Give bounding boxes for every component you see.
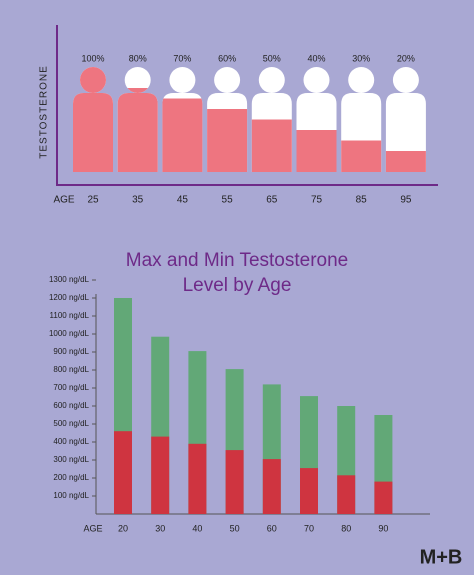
value-label: 70%: [173, 53, 191, 63]
x-tick-label: 95: [400, 195, 412, 206]
figure-head: [258, 67, 285, 93]
x-tick-label: 40: [192, 523, 202, 533]
y-tick-label: 1100 ng/dL: [50, 311, 90, 320]
y-tick-label: 900 ng/dL: [53, 347, 89, 356]
figure-fill: [117, 88, 158, 172]
value-label: 100%: [81, 53, 104, 63]
y-tick-label: 200 ng/dL: [53, 473, 89, 482]
x-tick-label: 20: [118, 523, 128, 533]
figure-fill: [207, 109, 248, 172]
brand-logo: M+B: [420, 546, 463, 568]
y-tick-label: 500 ng/dL: [53, 419, 89, 428]
y-tick-label: 600 ng/dL: [53, 401, 89, 410]
x-tick-label: 55: [222, 195, 234, 206]
value-label: 50%: [263, 53, 281, 63]
x-tick-label: 50: [230, 523, 240, 533]
figure-fill: [296, 130, 337, 172]
value-label: 40%: [307, 53, 325, 63]
value-label: 20%: [397, 53, 415, 63]
bar: [151, 436, 170, 514]
x-tick-label: 60: [267, 523, 277, 533]
x-tick-label: 65: [266, 195, 278, 206]
x-tick-label: 70: [304, 523, 314, 533]
y-tick-label: 400 ng/dL: [53, 437, 89, 446]
figure-fill: [73, 67, 113, 172]
figure-fill: [162, 98, 203, 172]
y-tick-label: 1300 ng/dL: [49, 275, 90, 284]
x-tick-label: 75: [311, 195, 323, 206]
y-tick-label: 1000 ng/dL: [49, 329, 90, 338]
x-tick-label: 80: [341, 523, 351, 533]
figure-fill: [251, 119, 292, 172]
figure-head: [348, 67, 375, 93]
y-tick-label: 700 ng/dL: [53, 383, 89, 392]
chart-title: Max and Min Testosterone Level by Age: [125, 250, 349, 296]
y-tick-label: 800 ng/dL: [53, 365, 89, 374]
value-label: 80%: [129, 53, 147, 63]
figure-head: [303, 67, 330, 93]
x-tick-label: 90: [378, 523, 388, 533]
x-tick-label: 85: [356, 195, 368, 206]
y-tick-label: 1200 ng/dL: [49, 293, 90, 302]
bar: [300, 468, 318, 514]
x-tick-label: 25: [87, 195, 99, 206]
bar: [337, 475, 356, 514]
y-tick-label: 300 ng/dL: [53, 455, 89, 464]
x-tick-label: 30: [155, 523, 165, 533]
figure-head: [214, 67, 241, 93]
value-label: 30%: [352, 53, 370, 63]
x-tick-label: 45: [177, 195, 189, 206]
x-axis-label: AGE: [83, 523, 102, 533]
value-label: 60%: [218, 53, 236, 63]
figure-head: [124, 67, 151, 93]
bar: [225, 450, 244, 514]
x-tick-label: 35: [132, 195, 144, 206]
y-tick-label: 100 ng/dL: [53, 491, 89, 500]
bar: [114, 431, 132, 514]
bar: [188, 443, 207, 514]
figure-fill: [385, 151, 426, 172]
bar: [262, 459, 281, 514]
figure-head: [392, 67, 419, 93]
figure-fill: [341, 140, 382, 172]
figure-head: [169, 67, 196, 93]
x-axis-label: AGE: [53, 195, 74, 206]
bar: [374, 481, 393, 514]
y-axis-label: TESTOSTERONE: [39, 65, 50, 159]
